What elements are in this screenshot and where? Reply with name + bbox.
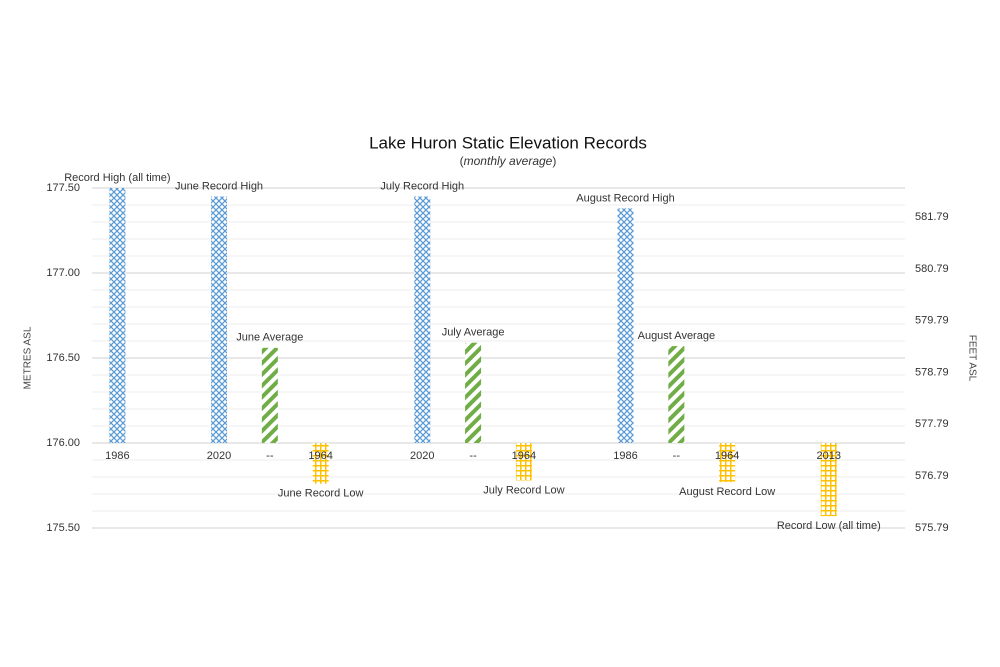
x-tick-label: -- — [673, 450, 681, 462]
y-tick-label: 176.00 — [46, 437, 80, 449]
x-tick-label: 1964 — [308, 450, 332, 462]
annotation: June Record Low — [278, 488, 364, 500]
y-tick-label: 177.00 — [46, 267, 80, 279]
bar — [668, 346, 685, 443]
bar — [261, 347, 278, 443]
y2-tick-label: 579.79 — [915, 315, 949, 327]
bar — [211, 196, 228, 443]
bar — [109, 188, 126, 443]
annotation: July Record Low — [483, 484, 564, 496]
chart-title: Lake Huron Static Elevation Records — [369, 133, 647, 152]
chart-subtitle: (monthly average) — [460, 154, 557, 168]
bar — [617, 208, 634, 443]
x-tick-label: 1986 — [613, 450, 637, 462]
x-tick-label: 2013 — [817, 450, 841, 462]
y-tick-label: 176.50 — [46, 352, 80, 364]
bar — [465, 342, 482, 443]
annotation: July Average — [442, 327, 505, 339]
y-tick-label: 175.50 — [46, 522, 80, 534]
x-tick-label: 2020 — [207, 450, 231, 462]
bar — [719, 443, 736, 483]
bar — [312, 443, 329, 484]
y2-tick-label: 575.79 — [915, 522, 949, 534]
x-tick-label: 1986 — [105, 450, 129, 462]
annotation: August Average — [638, 330, 715, 342]
x-tick-label: 1964 — [715, 450, 739, 462]
annotation: Record High (all time) — [64, 172, 170, 184]
bar — [414, 196, 431, 443]
y2-tick-label: 576.79 — [915, 470, 949, 482]
y2-tick-label: 577.79 — [915, 418, 949, 430]
annotation: June Average — [236, 332, 303, 344]
y-tick-label: 177.50 — [46, 182, 80, 194]
y2-tick-label: 580.79 — [915, 263, 949, 275]
x-tick-label: -- — [266, 450, 274, 462]
bar — [515, 443, 532, 481]
subtitle-text: monthly average — [464, 154, 553, 168]
annotation: June Record High — [175, 180, 263, 192]
y2-tick-label: 581.79 — [915, 211, 949, 223]
bar — [820, 443, 837, 517]
annotation: July Record High — [380, 180, 464, 192]
x-tick-label: -- — [469, 450, 477, 462]
y2-tick-label: 578.79 — [915, 366, 949, 378]
x-tick-label: 2020 — [410, 450, 434, 462]
x-tick-label: 1964 — [512, 450, 536, 462]
annotation: August Record Low — [679, 486, 775, 498]
annotation: Record Low (all time) — [777, 520, 881, 532]
y2-axis-title: FEET ASL — [966, 335, 977, 382]
annotation: August Record High — [576, 192, 674, 204]
y-axis-title: METRES ASL — [23, 326, 34, 389]
